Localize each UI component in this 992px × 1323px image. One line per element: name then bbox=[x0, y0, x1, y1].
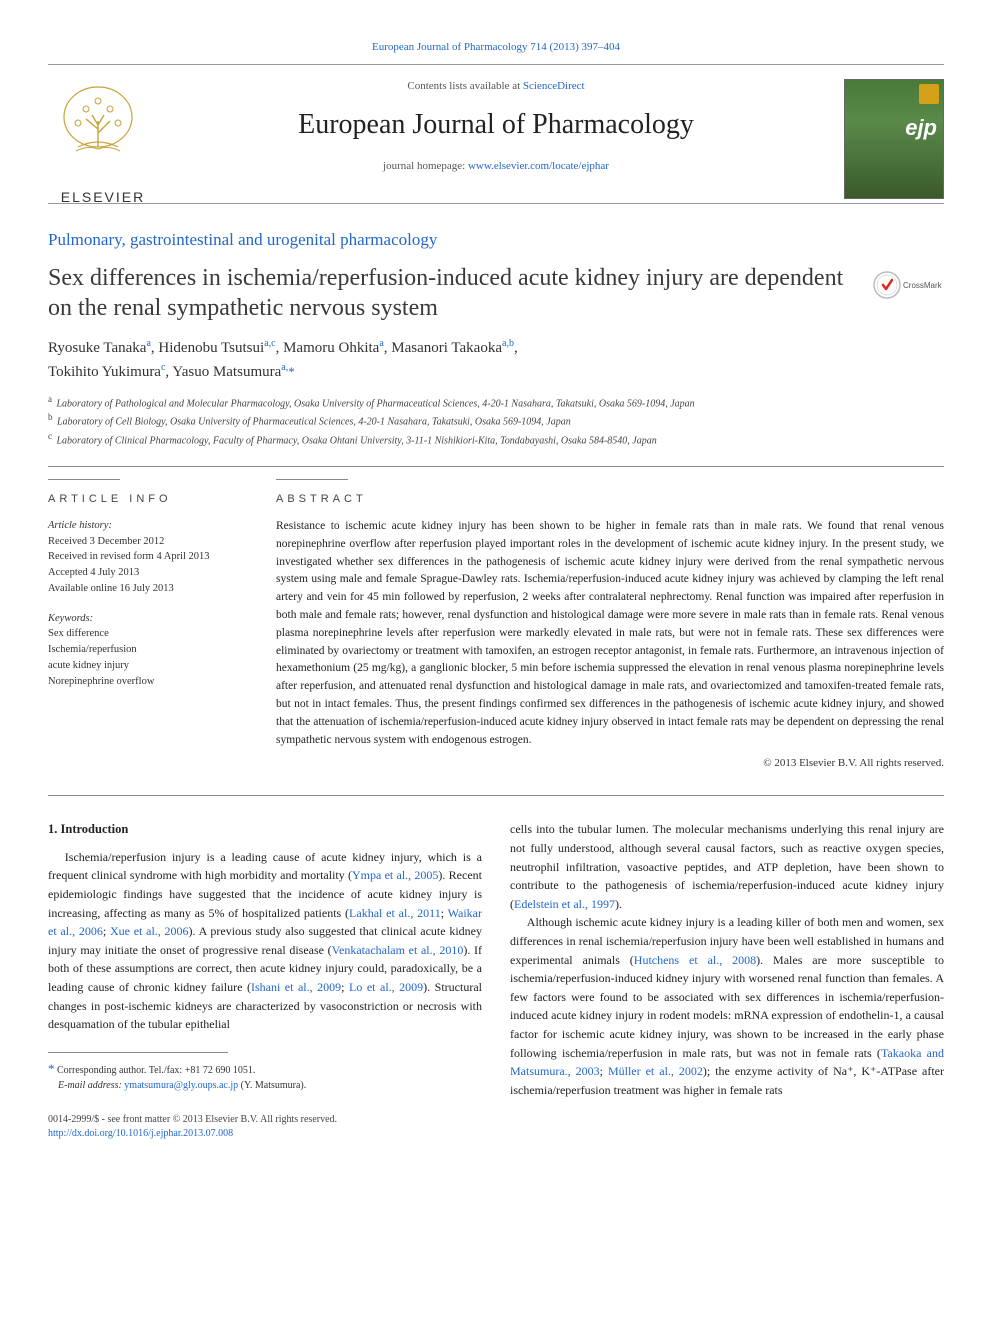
corresponding-note: Corresponding author. Tel./fax: +81 72 6… bbox=[57, 1065, 255, 1076]
email-suffix: (Y. Matsumura). bbox=[238, 1080, 306, 1091]
article-title: Sex differences in ischemia/reperfusion-… bbox=[48, 263, 856, 324]
divider bbox=[48, 466, 944, 467]
title-row: Sex differences in ischemia/reperfusion-… bbox=[48, 263, 944, 324]
doi-link[interactable]: http://dx.doi.org/10.1016/j.ejphar.2013.… bbox=[48, 1128, 233, 1139]
ref-link[interactable]: Ishani et al., 2009 bbox=[251, 980, 341, 994]
elsevier-tree-icon bbox=[48, 79, 148, 179]
affil-sup: a bbox=[379, 338, 383, 349]
article-info-heading: ARTICLE INFO bbox=[48, 486, 248, 508]
affiliation-b: Laboratory of Cell Biology, Osaka Univer… bbox=[57, 417, 571, 428]
history-label: Article history: bbox=[48, 520, 112, 531]
ref-link[interactable]: Ympa et al., 2005 bbox=[352, 868, 438, 882]
journal-cover-thumb bbox=[844, 79, 944, 199]
keyword: acute kidney injury bbox=[48, 660, 129, 671]
ref-link[interactable]: Xue et al., 2006 bbox=[110, 924, 189, 938]
journal-name: European Journal of Pharmacology bbox=[178, 105, 814, 146]
corresponding-star-icon: * bbox=[288, 364, 295, 379]
history-revised: Received in revised form 4 April 2013 bbox=[48, 551, 210, 562]
affiliation-a: Laboratory of Pathological and Molecular… bbox=[57, 398, 695, 409]
abstract-column: ABSTRACT Resistance to ischemic acute ki… bbox=[276, 479, 944, 771]
ref-link[interactable]: Hutchens et al., 2008 bbox=[634, 953, 756, 967]
affil-sup: c bbox=[161, 362, 165, 373]
history-received: Received 3 December 2012 bbox=[48, 536, 164, 547]
crossmark-label: CrossMark bbox=[903, 281, 943, 290]
email-label: E-mail address: bbox=[58, 1080, 124, 1091]
article-history: Article history: Received 3 December 201… bbox=[48, 518, 248, 597]
intro-heading: 1. Introduction bbox=[48, 820, 482, 839]
journal-cover-icon bbox=[844, 79, 944, 199]
crossmark-badge[interactable]: CrossMark bbox=[872, 267, 944, 303]
author-list: Ryosuke Tanakaa, Hidenobu Tsutsuia,c, Ma… bbox=[48, 336, 944, 383]
abstract-text: Resistance to ischemic acute kidney inju… bbox=[276, 518, 944, 750]
body-columns: 1. Introduction Ischemia/reperfusion inj… bbox=[48, 820, 944, 1099]
section-heading: Pulmonary, gastrointestinal and urogenit… bbox=[48, 228, 944, 253]
body-paragraph: Although ischemic acute kidney injury is… bbox=[510, 913, 944, 1099]
footnotes: * Corresponding author. Tel./fax: +81 72… bbox=[48, 1059, 482, 1094]
keyword: Norepinephrine overflow bbox=[48, 676, 154, 687]
keywords-label: Keywords: bbox=[48, 613, 93, 624]
abstract-heading: ABSTRACT bbox=[276, 486, 944, 508]
footnote-divider bbox=[48, 1052, 228, 1053]
publisher-name: ELSEVIER bbox=[48, 187, 158, 207]
affiliation-c: Laboratory of Clinical Pharmacology, Fac… bbox=[57, 435, 657, 446]
ref-link[interactable]: Edelstein et al., 1997 bbox=[514, 897, 615, 911]
masthead: ELSEVIER Contents lists available at Sci… bbox=[48, 64, 944, 204]
affil-sup: a bbox=[146, 338, 150, 349]
contents-prefix: Contents lists available at bbox=[407, 80, 522, 92]
affil-sup: a,b bbox=[502, 338, 514, 349]
keywords-block: Keywords: Sex difference Ischemia/reperf… bbox=[48, 611, 248, 690]
issn-line: 0014-2999/$ - see front matter © 2013 El… bbox=[48, 1113, 944, 1127]
affil-sup: a,c bbox=[264, 338, 275, 349]
keyword: Sex difference bbox=[48, 628, 109, 639]
divider bbox=[48, 795, 944, 796]
corresponding-star-icon: * bbox=[48, 1061, 55, 1076]
ref-link[interactable]: Müller et al., 2002 bbox=[608, 1064, 703, 1078]
homepage-link[interactable]: www.elsevier.com/locate/ejphar bbox=[468, 160, 609, 172]
affiliations: a Laboratory of Pathological and Molecul… bbox=[48, 393, 944, 448]
running-header: European Journal of Pharmacology 714 (20… bbox=[48, 40, 944, 56]
email-link[interactable]: ymatsumura@gly.oups.ac.jp bbox=[124, 1080, 238, 1091]
bottom-bar: 0014-2999/$ - see front matter © 2013 El… bbox=[48, 1113, 944, 1141]
ref-link[interactable]: Lakhal et al., 2011 bbox=[349, 906, 441, 920]
info-abstract-row: ARTICLE INFO Article history: Received 3… bbox=[48, 479, 944, 771]
abstract-copyright: © 2013 Elsevier B.V. All rights reserved… bbox=[276, 756, 944, 772]
ref-link[interactable]: Venkatachalam et al., 2010 bbox=[332, 943, 464, 957]
publisher-logo-block: ELSEVIER bbox=[48, 79, 158, 207]
body-left-column: 1. Introduction Ischemia/reperfusion inj… bbox=[48, 820, 482, 1099]
masthead-center: Contents lists available at ScienceDirec… bbox=[48, 79, 944, 175]
homepage-prefix: journal homepage: bbox=[383, 160, 468, 172]
body-right-column: cells into the tubular lumen. The molecu… bbox=[510, 820, 944, 1099]
sciencedirect-link[interactable]: ScienceDirect bbox=[523, 80, 585, 92]
history-online: Available online 16 July 2013 bbox=[48, 583, 174, 594]
ref-link[interactable]: Lo et al., 2009 bbox=[349, 980, 423, 994]
body-paragraph: Ischemia/reperfusion injury is a leading… bbox=[48, 848, 482, 1034]
body-paragraph: cells into the tubular lumen. The molecu… bbox=[510, 820, 944, 913]
citation-link[interactable]: European Journal of Pharmacology 714 (20… bbox=[372, 41, 620, 53]
history-accepted: Accepted 4 July 2013 bbox=[48, 567, 139, 578]
keyword: Ischemia/reperfusion bbox=[48, 644, 137, 655]
article-info-column: ARTICLE INFO Article history: Received 3… bbox=[48, 479, 248, 771]
